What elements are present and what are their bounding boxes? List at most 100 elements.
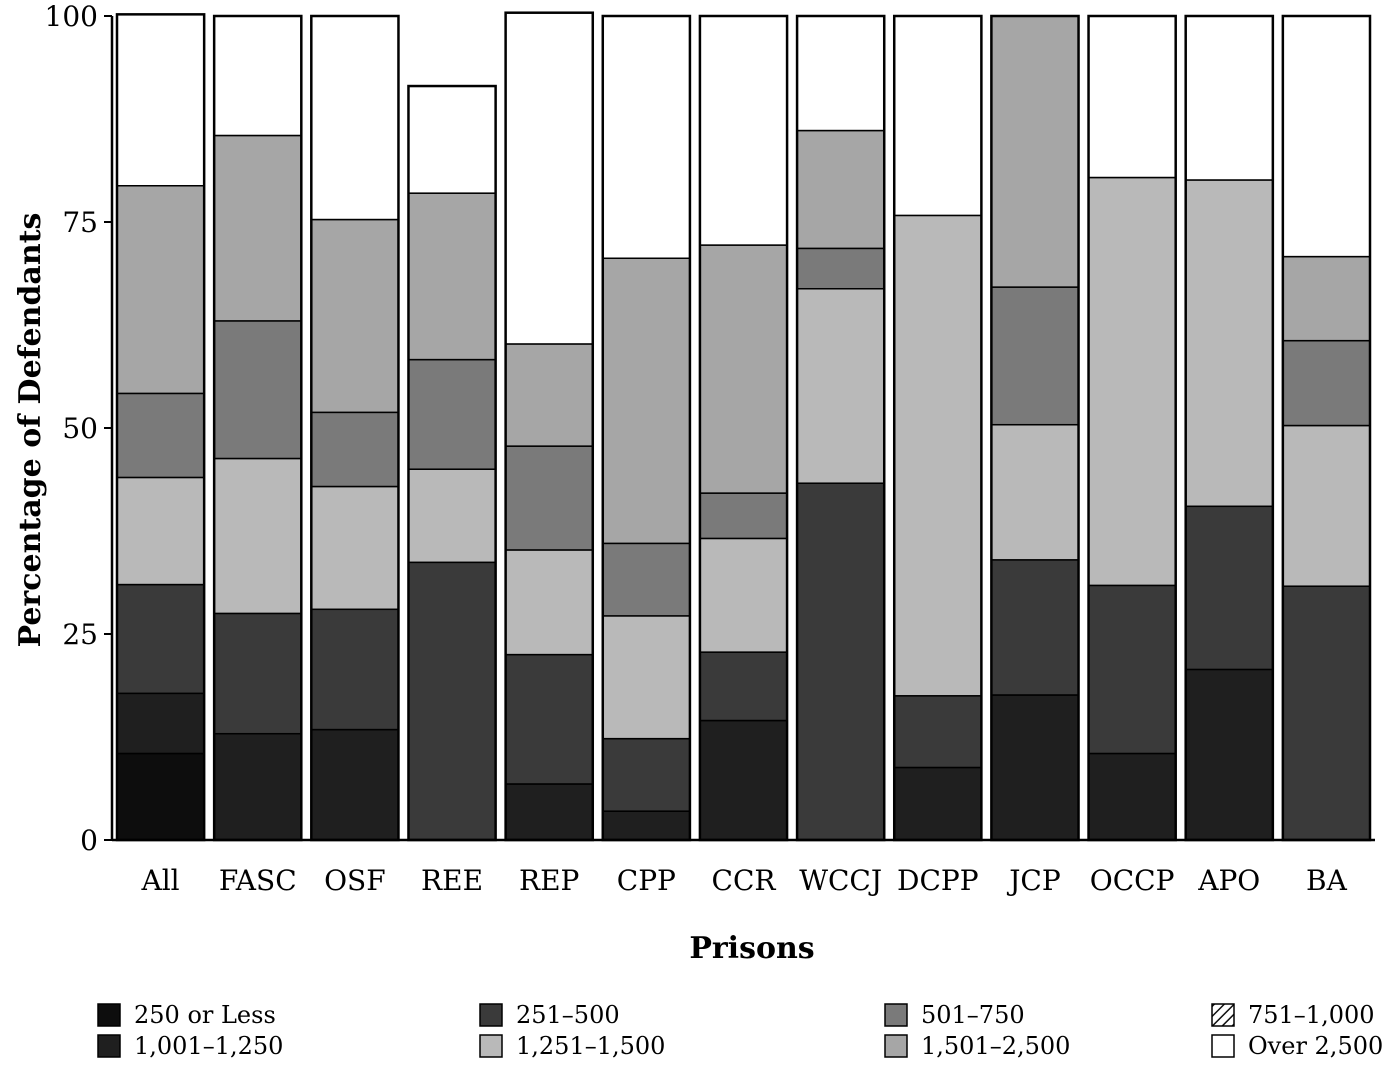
legend-label: Over 2,500: [1248, 1032, 1383, 1060]
bar-segment: [504, 11, 594, 345]
bar-segment: [116, 476, 205, 586]
bar-segment: [310, 218, 400, 414]
bar-segment: [699, 537, 788, 653]
bar-segment: [213, 134, 303, 322]
bar-segment: [699, 492, 788, 540]
bar-segment: [116, 184, 205, 395]
bar-segment: [893, 695, 983, 769]
bar-segment: [1087, 15, 1177, 179]
legend: 250 or Less 251–500 501–750 751–1,000 1,001–…: [97, 1001, 1383, 1060]
bar-segment: [990, 286, 1080, 426]
legend-label: 751–1,000: [1248, 1001, 1375, 1029]
x-tick-label: WCCJ: [799, 864, 882, 897]
legend-swatch: [97, 1034, 121, 1058]
bar-segment: [407, 85, 497, 194]
bar-segment: [602, 810, 691, 841]
bar-segment: [602, 737, 691, 812]
x-tick-label: FASC: [219, 864, 297, 897]
legend-swatch: [1211, 1003, 1235, 1027]
legend-swatch: [479, 1034, 503, 1058]
bar-segment: [504, 653, 594, 785]
bar-segment: [602, 615, 691, 740]
bar-segment: [310, 608, 400, 731]
x-tick-label: All: [141, 864, 180, 897]
bar-segment: [116, 583, 205, 695]
bar-segment: [990, 15, 1080, 288]
bar-segment: [1282, 15, 1371, 258]
y-tick-label: 100: [45, 0, 98, 33]
bar-segment: [1282, 339, 1371, 427]
bar-segment: [893, 766, 983, 841]
bar-segment: [699, 15, 788, 246]
bar-segment: [213, 320, 303, 460]
bar-segment: [1282, 585, 1371, 841]
y-axis-title: Percentage of Defendants: [13, 213, 48, 648]
bar-segment: [699, 244, 788, 494]
bar-segment: [893, 15, 983, 217]
bar-segment: [116, 13, 205, 187]
x-tick-label: REP: [519, 864, 579, 897]
bar-segment: [990, 559, 1080, 696]
x-tick-label: BA: [1306, 864, 1348, 897]
legend-swatch: [884, 1003, 908, 1027]
y-tick-label: 0: [80, 824, 98, 857]
bar-segment: [407, 358, 497, 470]
bar-segment: [213, 15, 303, 137]
legend-label: 1,001–1,250: [134, 1032, 283, 1060]
bar-segment: [310, 728, 400, 841]
bar-segment: [1184, 668, 1274, 841]
bar-segment: [796, 287, 885, 484]
x-tick-label: JCP: [1006, 864, 1061, 897]
x-axis: All FASC OSF REE REP CPP CCR WCCJ DCPP JCP OCCP APO…: [141, 864, 1348, 897]
bar-segment: [796, 482, 885, 841]
bar-segment: [407, 192, 497, 361]
bar-segment: [1184, 505, 1274, 671]
x-tick-label: OSF: [324, 864, 386, 897]
bar-segment: [504, 549, 594, 656]
bar-segment: [310, 411, 400, 488]
x-tick-label: CPP: [617, 864, 676, 897]
legend-label: 251–500: [516, 1001, 620, 1029]
bar-segment: [602, 15, 691, 260]
bar-segment: [310, 15, 400, 221]
bar-segment: [407, 468, 497, 564]
bar-segment: [990, 694, 1080, 841]
legend-label: 501–750: [921, 1001, 1025, 1029]
bar-segment: [213, 612, 303, 735]
x-tick-label: REE: [421, 864, 483, 897]
bar-segment: [1282, 255, 1371, 342]
bar-segment: [504, 783, 594, 841]
x-tick-label: DCPP: [897, 864, 979, 897]
y-tick-label: 75: [62, 206, 98, 239]
bar-segment: [310, 485, 400, 611]
bar-segment: [1087, 752, 1177, 841]
bar-segment: [1282, 424, 1371, 587]
bar-segment: [1184, 179, 1274, 508]
bar-segment: [116, 752, 205, 841]
legend-swatch: [1211, 1034, 1235, 1058]
bar-segment: [796, 247, 885, 290]
legend-label: 250 or Less: [134, 1001, 276, 1029]
x-axis-title: Prisons: [689, 931, 814, 966]
bar-segment: [213, 457, 303, 615]
bar-segment: [1087, 584, 1177, 755]
bar-segment: [796, 15, 885, 132]
bar-segment: [1184, 15, 1274, 181]
bars-group: [115, 11, 1372, 842]
y-tick-label: 25: [62, 618, 98, 651]
bar-segment: [504, 445, 594, 551]
bar-segment: [893, 214, 983, 697]
legend-label: 1,251–1,500: [516, 1032, 665, 1060]
bar-segment: [213, 732, 303, 841]
bar-segment: [602, 257, 691, 545]
y-axis: 0 25 50 75 100: [45, 0, 1375, 857]
bar-segment: [602, 542, 691, 617]
y-tick-label: 50: [62, 412, 98, 445]
legend-label: 1,501–2,500: [921, 1032, 1070, 1060]
x-tick-label: CCR: [712, 864, 777, 897]
x-tick-label: OCCP: [1090, 864, 1175, 897]
x-tick-label: APO: [1197, 864, 1260, 897]
bar-segment: [504, 343, 594, 447]
bar-segment: [1087, 176, 1177, 587]
bar-segment: [407, 561, 497, 841]
